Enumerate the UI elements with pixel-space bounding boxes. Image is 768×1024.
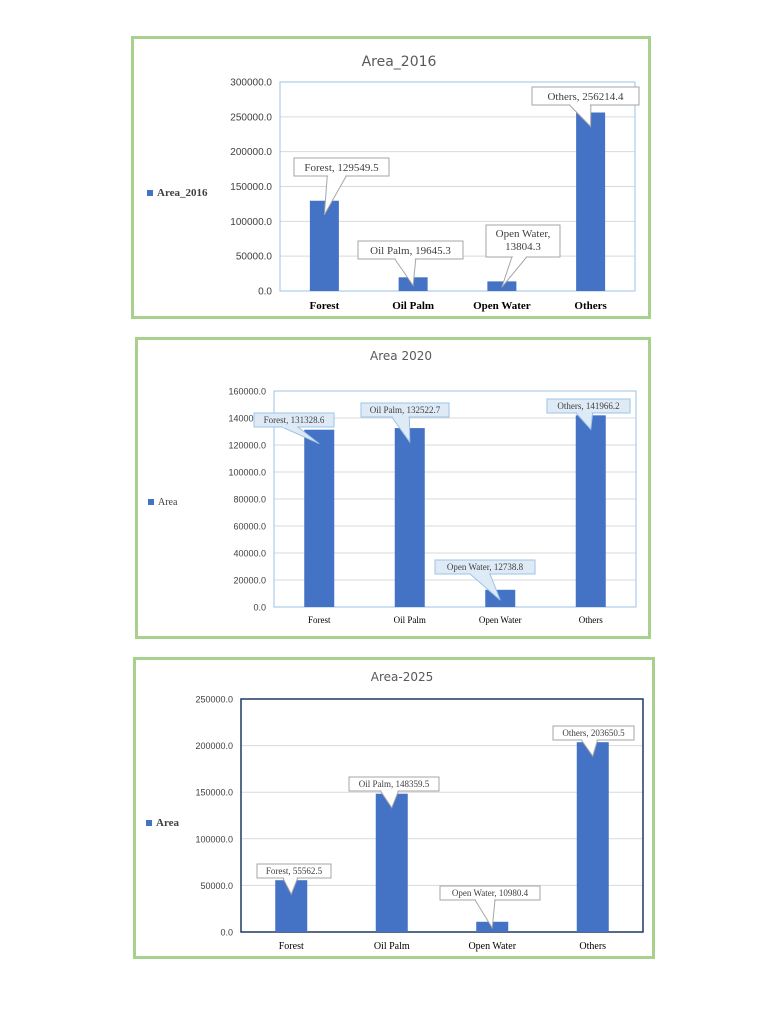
chart-panel-2016: Area_2016 0.0 50000.0 100000.0 150000.0 20000… [131,36,651,319]
chart-title: Area 2020 [370,349,432,363]
data-label-box [485,224,561,258]
bar-chart-2025: Area-2025 0.0 50000.0 100000.0 150000.0 20000… [146,670,644,952]
x-category-label: Oil Palm [394,615,426,625]
data-label: Others, 141966.2 [557,401,619,411]
chart-panel-2025: Area-2025 0.0 50000.0 100000.0 150000.0 20000… [133,657,655,959]
y-tick-label: 60000.0 [233,522,266,532]
y-tick-label: 140000.0 [228,414,266,424]
x-category-label: Others [579,615,603,625]
y-tick-label: 150000.0 [230,182,272,193]
data-label: Open Water, 10980.4 [452,888,529,898]
data-label: Oil Palm, 148359.5 [359,779,430,789]
plot-area-frame [279,81,636,292]
chart-panel-2020: Area 2020 0.0 20000.0 40000.0 60000.0 80000.0… [135,337,651,639]
y-tick-label: 100000.0 [230,217,272,228]
data-label: Forest, 129549.5 [304,162,379,174]
x-category-label: Open Water [468,941,516,952]
y-tick-label: 160000.0 [228,387,266,397]
bar-open-water [485,589,516,607]
y-tick-label: 40000.0 [233,549,266,559]
x-category-label: Forest [310,300,340,312]
legend-swatch [147,190,153,196]
legend-label: Area_2016 [157,187,208,199]
legend-swatch [146,820,152,826]
bar-oil-palm [375,793,408,932]
data-label-pointer [468,573,501,601]
chart-title: Area-2025 [371,670,433,684]
data-label: Open Water, [496,228,551,240]
y-tick-label: 300000.0 [230,78,272,89]
data-label: Others, 203650.5 [562,728,625,738]
y-tick-label: 200000.0 [230,147,272,158]
y-tick-label: 0.0 [258,287,272,298]
bar-forest [304,429,335,607]
bar-chart-2020: Area 2020 0.0 20000.0 40000.0 60000.0 80000.0… [148,349,637,625]
x-category-label: Forest [308,615,331,625]
legend-label: Area [156,817,180,829]
x-category-label: Forest [279,941,304,952]
plot-area-frame [240,698,644,933]
bar-chart-2016: Area_2016 0.0 50000.0 100000.0 150000.0 20000… [147,54,640,312]
legend-label: Area [158,497,178,508]
y-tick-label: 100000.0 [195,834,233,844]
data-label: Oil Palm, 19645.3 [370,245,451,257]
x-category-label: Oil Palm [374,941,410,952]
bar-forest [309,200,339,291]
data-label-line2: 13804.3 [505,241,541,253]
data-label: Forest, 131328.6 [264,415,325,425]
y-tick-label: 0.0 [253,603,266,613]
x-category-label: Others [574,300,607,312]
y-tick-label: 50000.0 [236,252,273,263]
y-tick-label: 200000.0 [195,741,233,751]
y-tick-label: 100000.0 [228,468,266,478]
y-tick-label: 120000.0 [228,441,266,451]
y-tick-label: 250000.0 [230,112,272,123]
chart-title: Area_2016 [362,54,437,70]
y-tick-label: 150000.0 [195,788,233,798]
x-category-label: Others [579,941,606,952]
y-tick-label: 20000.0 [233,576,266,586]
data-label: Forest, 55562.5 [266,866,323,876]
x-category-label: Open Water [473,300,531,312]
bar-others [575,415,606,607]
data-label: Oil Palm, 132522.7 [370,405,441,415]
data-label: Others, 256214.4 [547,91,624,103]
y-tick-label: 80000.0 [233,495,266,505]
x-category-label: Oil Palm [392,300,434,312]
bar-others [576,112,606,291]
y-tick-label: 0.0 [220,928,233,938]
y-tick-label: 50000.0 [200,881,233,891]
bar-oil-palm [394,428,425,607]
legend-swatch [148,499,154,505]
data-label: Open Water, 12738.8 [447,562,524,572]
bar-others [576,742,609,932]
x-category-label: Open Water [479,615,522,625]
y-tick-label: 250000.0 [195,695,233,705]
plot-area-frame [273,390,637,608]
